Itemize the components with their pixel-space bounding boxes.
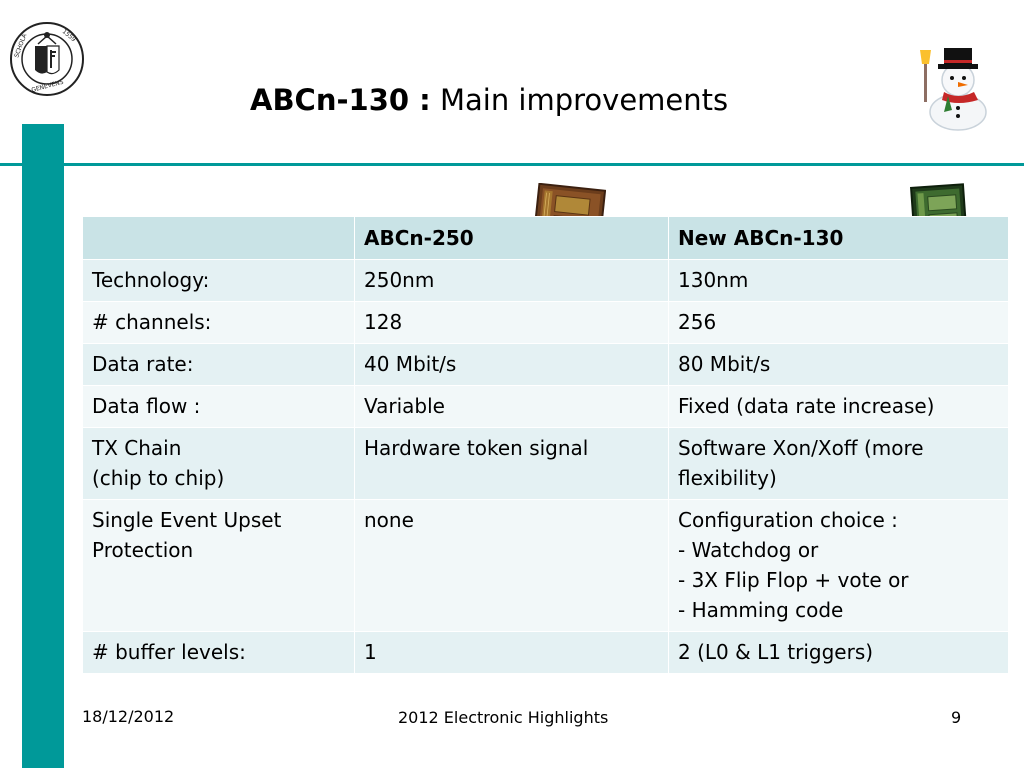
abcn250-cell: Variable	[354, 385, 669, 428]
snowman-illustration	[920, 48, 987, 131]
abcn250-cell: Hardware token signal	[354, 427, 669, 500]
cell-text-line: - 3X Flip Flop + vote or	[678, 568, 909, 592]
row-label-cell: Data flow :	[82, 385, 355, 428]
cell-text-line: # channels:	[92, 310, 212, 334]
table-body: Technology: 250nm 130nm # channels: 128 256 Da…	[82, 259, 1009, 674]
row-label-cell: # channels:	[82, 301, 355, 344]
cell-text-line: 80 Mbit/s	[678, 352, 771, 376]
cell-text-line: 250nm	[364, 268, 435, 292]
cell-text-line: - Hamming code	[678, 598, 844, 622]
university-seal-logo: SCHOLA GENEVENS 1559	[10, 22, 84, 96]
abcn250-cell: 128	[354, 301, 669, 344]
abcn130-cell: Fixed (data rate increase)	[668, 385, 1009, 428]
row-label-cell: Data rate:	[82, 343, 355, 386]
page-number: 9	[951, 708, 962, 727]
slide-title: ABCn-130 : Main improvements	[250, 80, 728, 120]
abcn130-cell: 80 Mbit/s	[668, 343, 1009, 386]
title-rest: Main improvements	[439, 83, 729, 117]
cell-text-line: Data rate:	[92, 352, 194, 376]
table-row: Technology: 250nm 130nm	[82, 259, 1009, 302]
header-abcn130: New ABCn-130	[668, 216, 1009, 260]
row-label-cell: # buffer levels:	[82, 631, 355, 674]
cell-text-line: Single Event Upset	[92, 508, 282, 532]
cell-text-line: Data flow :	[92, 394, 201, 418]
footer-title: 2012 Electronic Highlights	[398, 708, 609, 727]
cell-text-line: Software Xon/Xoff (more	[678, 436, 924, 460]
cell-text-line: # buffer levels:	[92, 640, 246, 664]
table-row: Single Event Upset Protection none Configur…	[82, 499, 1009, 632]
cell-text-line: Protection	[92, 538, 194, 562]
cell-text-line: flexibility)	[678, 466, 777, 490]
comparison-table: ABCn-250 New ABCn-130 Technology: 250nm 13…	[82, 216, 1009, 674]
table-row: TX Chain (chip to chip) Hardware token sig…	[82, 427, 1009, 500]
table-header-row: ABCn-250 New ABCn-130	[82, 216, 1009, 260]
table-row: Data flow : Variable Fixed (data rate incr…	[82, 385, 1009, 428]
header-abcn250: ABCn-250	[354, 216, 669, 260]
cell-text-line: (chip to chip)	[92, 466, 225, 490]
row-label-cell: Technology:	[82, 259, 355, 302]
header-empty-cell	[82, 216, 355, 260]
footer-date: 18/12/2012	[82, 707, 175, 726]
cell-text-line: none	[364, 508, 414, 532]
table-row: Data rate: 40 Mbit/s 80 Mbit/s	[82, 343, 1009, 386]
table-row: # channels: 128 256	[82, 301, 1009, 344]
cell-text-line: - Watchdog or	[678, 538, 819, 562]
abcn130-cell: Software Xon/Xoff (more flexibility)	[668, 427, 1009, 500]
table-row: # buffer levels: 1 2 (L0 & L1 triggers)	[82, 631, 1009, 674]
row-label-cell: TX Chain (chip to chip)	[82, 427, 355, 500]
title-bold: ABCn-130 :	[250, 83, 431, 117]
cell-text-line: 2 (L0 & L1 triggers)	[678, 640, 874, 664]
cell-text-line: Variable	[364, 394, 445, 418]
cell-text-line: TX Chain	[92, 436, 182, 460]
left-accent-bar	[22, 124, 64, 768]
abcn250-cell: none	[354, 499, 669, 632]
cell-text-line: 1	[364, 640, 377, 664]
abcn250-cell: 1	[354, 631, 669, 674]
cell-text-line: 256	[678, 310, 717, 334]
abcn130-cell: 130nm	[668, 259, 1009, 302]
cell-text-line: 130nm	[678, 268, 749, 292]
cell-text-line: Fixed (data rate increase)	[678, 394, 935, 418]
cell-text-line: Technology:	[92, 268, 210, 292]
abcn130-cell: Configuration choice : - Watchdog or - 3X …	[668, 499, 1009, 632]
cell-text-line: Hardware token signal	[364, 436, 589, 460]
cell-text-line: 128	[364, 310, 403, 334]
abcn130-cell: 2 (L0 & L1 triggers)	[668, 631, 1009, 674]
row-label-cell: Single Event Upset Protection	[82, 499, 355, 632]
abcn250-cell: 250nm	[354, 259, 669, 302]
cell-text-line: 40 Mbit/s	[364, 352, 457, 376]
title-divider-line	[0, 163, 1024, 166]
abcn250-cell: 40 Mbit/s	[354, 343, 669, 386]
abcn130-cell: 256	[668, 301, 1009, 344]
cell-text-line: Configuration choice :	[678, 508, 898, 532]
